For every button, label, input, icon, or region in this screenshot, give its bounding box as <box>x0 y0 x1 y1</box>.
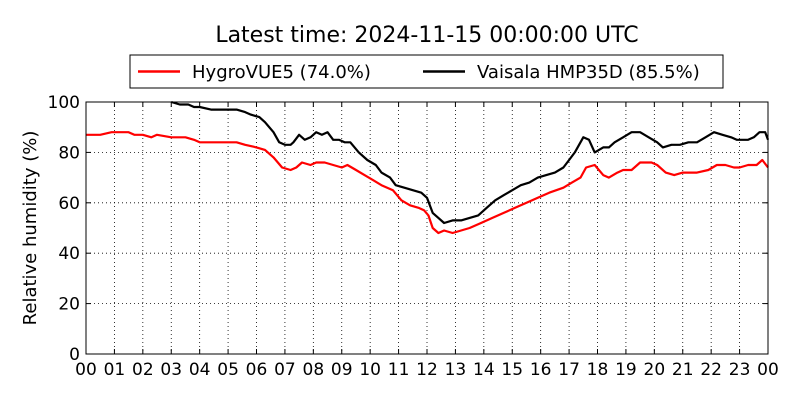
x-tick-label: 01 <box>104 360 126 380</box>
legend-label-vaisala: Vaisala HMP35D (85.5%) <box>477 62 700 83</box>
x-tick-label: 00 <box>75 360 97 380</box>
legend: HygroVUE5 (74.0%) Vaisala HMP35D (85.5%) <box>129 54 724 89</box>
grid <box>86 102 768 354</box>
x-tick-label: 07 <box>274 360 296 380</box>
x-tick-label: 18 <box>587 360 609 380</box>
y-tick-label: 40 <box>58 244 80 264</box>
x-tick-label: 03 <box>160 360 182 380</box>
x-tick-label: 02 <box>132 360 154 380</box>
y-tick-label: 100 <box>48 93 80 113</box>
x-tick-label: 20 <box>644 360 666 380</box>
x-tick-label: 19 <box>615 360 637 380</box>
x-tick-label: 06 <box>246 360 268 380</box>
chart-title: Latest time: 2024-11-15 00:00:00 UTC <box>215 23 638 48</box>
series-line-vaisala <box>170 100 770 225</box>
x-tick-label: 16 <box>530 360 552 380</box>
plot-frame <box>85 101 769 355</box>
series-line-hygrovue5 <box>86 131 769 235</box>
x-tick-label: 10 <box>359 360 381 380</box>
series-lines <box>86 100 770 235</box>
y-tick-label: 0 <box>69 345 80 365</box>
x-tick-label: 22 <box>700 360 722 380</box>
x-tick-label: 13 <box>445 360 467 380</box>
x-tick-label: 23 <box>729 360 751 380</box>
y-tick-label: 60 <box>58 194 80 214</box>
x-tick-label: 21 <box>672 360 694 380</box>
x-tick-label: 17 <box>558 360 580 380</box>
x-tick-label: 11 <box>388 360 410 380</box>
x-tick-label: 08 <box>303 360 325 380</box>
axis-ticks: 00 01 02 03 04 05 06 07 08 09 10 11 12 13 14 15 16 17 18 19… <box>48 93 779 380</box>
x-tick-label: 04 <box>189 360 211 380</box>
y-axis-label: Relative humidity (%) <box>20 131 41 326</box>
x-tick-label: 14 <box>473 360 495 380</box>
x-tick-label: 05 <box>217 360 239 380</box>
x-tick-label: 15 <box>501 360 523 380</box>
x-tick-label: 00 <box>757 360 779 380</box>
y-tick-label: 20 <box>58 295 80 315</box>
legend-label-hygrovue5: HygroVUE5 (74.0%) <box>192 62 371 83</box>
y-tick-label: 80 <box>58 143 80 163</box>
x-tick-label: 09 <box>331 360 353 380</box>
x-tick-label: 12 <box>416 360 438 380</box>
